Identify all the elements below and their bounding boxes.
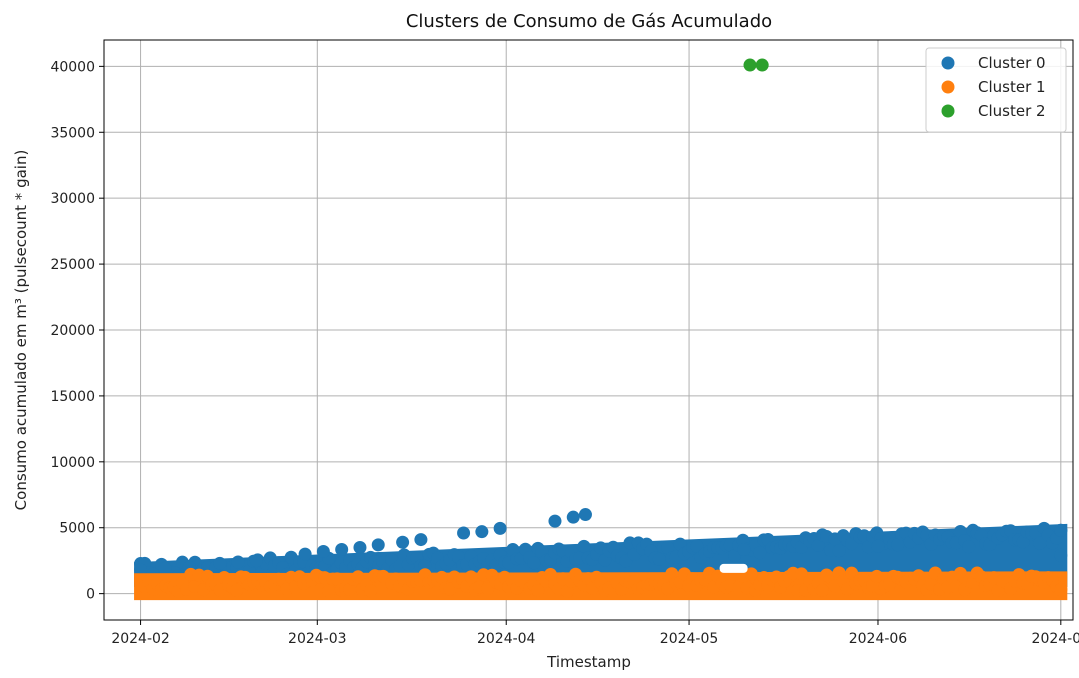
legend-marker <box>941 104 955 118</box>
data-point <box>1054 548 1068 562</box>
legend-marker <box>941 80 955 94</box>
data-point <box>560 584 574 598</box>
data-point <box>811 538 825 552</box>
data-point <box>457 526 471 540</box>
data-point <box>134 563 148 577</box>
data-point <box>566 510 580 524</box>
data-point <box>414 533 428 547</box>
data-point <box>861 540 875 554</box>
x-tick-label: 2024-07 <box>1032 631 1079 647</box>
data-point <box>753 546 767 560</box>
data-point <box>690 539 704 553</box>
data-point <box>330 572 344 586</box>
data-point <box>991 583 1005 597</box>
x-tick-label: 2024-04 <box>477 631 536 647</box>
data-point <box>343 582 357 596</box>
data-point <box>335 542 349 556</box>
data-point <box>316 544 330 558</box>
data-point <box>578 508 592 522</box>
y-tick-label: 25000 <box>50 257 95 273</box>
data-point <box>577 539 591 553</box>
series-cluster-1 <box>134 566 1068 601</box>
series-cluster-2 <box>743 58 769 72</box>
gap-highlight <box>719 563 748 573</box>
y-tick-label: 30000 <box>50 191 95 207</box>
data-point <box>962 540 976 554</box>
data-point <box>1033 536 1047 550</box>
legend: Cluster 0 Cluster 1 Cluster 2 <box>925 47 1067 133</box>
x-tick-label: 2024-02 <box>111 631 170 647</box>
data-point <box>871 539 885 553</box>
data-point <box>755 58 769 72</box>
data-point <box>737 542 751 556</box>
data-point <box>213 556 227 570</box>
data-point <box>158 562 172 576</box>
data-point <box>744 567 758 581</box>
data-point <box>298 547 312 561</box>
y-tick-label: 40000 <box>50 59 95 75</box>
data-point <box>418 559 432 573</box>
legend-label: Cluster 2 <box>978 102 1046 120</box>
data-point <box>870 569 884 583</box>
data-point <box>743 58 757 72</box>
data-point <box>371 538 385 552</box>
y-axis-title: Consumo acumulado em m³ (pulsecount * ga… <box>12 150 30 511</box>
legend-label: Cluster 1 <box>978 78 1046 96</box>
y-tick-label: 10000 <box>50 455 95 471</box>
data-point <box>230 583 244 597</box>
data-point <box>953 566 967 580</box>
data-point <box>1054 523 1068 537</box>
data-point <box>845 566 859 580</box>
data-point <box>364 584 378 598</box>
data-point <box>1016 535 1030 549</box>
data-point <box>493 521 507 535</box>
data-point <box>353 541 367 554</box>
y-tick-label: 5000 <box>59 521 95 537</box>
data-point <box>652 552 666 566</box>
data-point <box>231 555 245 569</box>
y-tick-label: 20000 <box>50 323 95 339</box>
data-point <box>531 583 545 597</box>
series-cluster-0 <box>134 508 1068 587</box>
y-tick-label: 35000 <box>50 125 95 141</box>
data-point <box>351 570 365 584</box>
data-point <box>661 540 675 554</box>
data-point <box>475 525 489 539</box>
x-axis-title: Timestamp <box>546 653 631 671</box>
cluster-0-gap <box>719 563 748 573</box>
x-tick-label: 2024-05 <box>660 631 719 647</box>
y-tick-label: 0 <box>86 587 95 603</box>
data-point <box>891 538 905 552</box>
data-point <box>548 514 562 528</box>
legend-box <box>925 47 1067 133</box>
data-point <box>322 584 336 598</box>
data-point <box>912 569 926 583</box>
data-layer <box>134 58 1068 601</box>
x-tick-label: 2024-06 <box>849 631 908 647</box>
data-point <box>815 583 829 597</box>
y-tick-label: 15000 <box>50 389 95 405</box>
data-point <box>396 535 410 549</box>
data-point <box>728 548 742 562</box>
data-point <box>464 570 478 584</box>
data-point <box>527 556 541 570</box>
data-point <box>435 570 449 584</box>
legend-marker <box>941 56 955 70</box>
data-point <box>1054 583 1068 597</box>
legend-label: Cluster 0 <box>978 54 1046 72</box>
grid-layer <box>104 40 1073 620</box>
data-point <box>832 544 846 558</box>
chart-title: Clusters de Consumo de Gás Acumulado <box>406 11 772 32</box>
x-tick-label: 2024-03 <box>288 631 347 647</box>
tick-layer: 2024-02 2024-03 2024-04 2024-05 2024-06 2024-… <box>50 59 1079 647</box>
data-point <box>249 554 263 568</box>
